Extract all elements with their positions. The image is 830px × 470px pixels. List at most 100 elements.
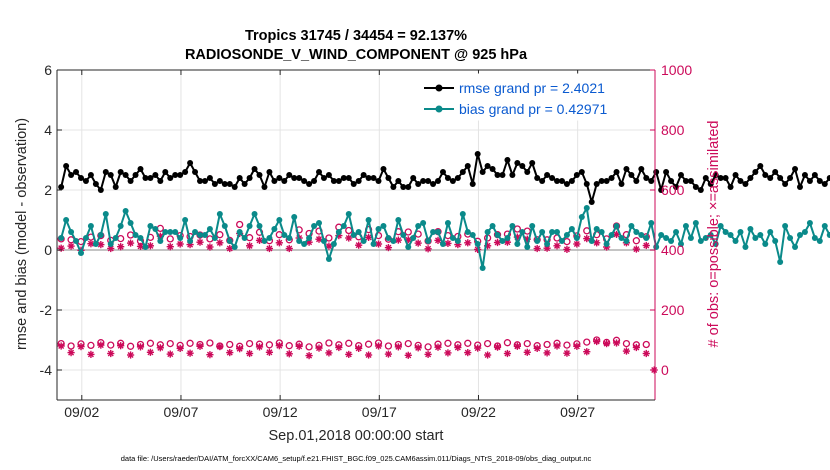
rmse-point [296,175,303,181]
assimilated-marker-stroke [355,345,362,352]
bias-point [702,235,709,241]
rmse-point [767,175,774,181]
assimilated-obs-marker [464,239,472,247]
possible-obs-marker [285,342,293,350]
x-axis-label: Sep.01,2018 00:00:00 start [269,428,444,444]
assimilated-obs-marker [414,344,422,352]
rmse-point [137,166,144,172]
assimilated-marker-stroke [216,239,223,246]
assimilated-obs-marker [622,347,631,355]
rmse-point [494,172,501,178]
assimilated-marker-stroke [613,231,620,238]
bias-point [658,232,665,238]
rmse-point [692,184,699,190]
rmse-point [117,169,124,175]
possible-obs-marker [563,341,571,349]
rmse-point [197,178,204,184]
bias-point [276,217,283,223]
x-tick-label: 09/02 [64,404,99,420]
assimilated-obs-marker [553,342,561,350]
rmse-point [187,160,194,166]
rmse-point [524,169,531,175]
assimilated-obs-marker [364,351,373,359]
rmse-point [658,187,665,193]
bias-point [529,223,536,229]
assimilated-obs-marker [196,238,204,246]
bias-point [152,226,159,232]
y-tick-label: -2 [40,302,53,318]
rmse-point [687,178,694,184]
assimilated-obs-marker [107,244,115,253]
rmse-point [281,178,288,184]
rmse-point [147,175,154,181]
rmse-point [663,169,670,175]
rmse-point [702,175,709,181]
assimilated-marker-stroke [335,344,342,351]
bias-point [692,220,699,226]
assimilated-marker-stroke [117,342,124,349]
bias-point [549,229,556,235]
assimilated-obs-marker [404,351,412,359]
rmse-point [68,172,75,178]
legend-rmse-marker [435,84,443,92]
y-tick-label: -4 [40,362,53,378]
possible-obs-marker [642,340,650,349]
bias-point [673,229,680,235]
rmse-point [226,181,233,187]
assimilated-obs-marker [315,344,323,352]
rmse-point [335,178,342,184]
rmse-point [211,181,218,187]
assimilated-marker-stroke [296,343,303,350]
assimilated-obs-marker [464,349,472,357]
bias-point [316,220,323,226]
bias-point [524,244,531,250]
rmse-point [73,169,80,175]
bias-point [97,232,104,238]
rmse-point [554,178,561,184]
legend-bias-marker [435,105,443,113]
assimilated-obs-marker [583,348,591,356]
assimilated-marker-stroke [58,342,65,350]
bias-point [420,220,427,226]
rmse-point [63,163,70,169]
rmse-point [340,175,347,181]
rmse-point [742,181,749,187]
rmse-point [633,178,640,184]
rmse-point [777,175,784,181]
bias-point [187,238,194,244]
rmse-point [430,181,437,187]
assimilated-obs-marker [107,349,115,358]
rmse-point [177,172,184,178]
rmse-point [58,184,65,190]
rmse-point [682,178,689,184]
rmse-point [474,151,481,157]
rmse-point [182,169,189,175]
assimilated-obs-marker [97,341,105,349]
rmse-point [514,160,521,166]
assimilated-marker-stroke [494,344,501,351]
assimilated-obs-marker [374,342,383,350]
rmse-point [563,181,570,187]
assimilated-marker-stroke [246,350,253,357]
rmse-point [241,181,248,187]
legend-rmse-label: rmse grand pr = 2.4021 [459,80,605,96]
assimilated-marker-stroke [395,343,402,350]
assimilated-marker-stroke [87,351,94,358]
x-tick-label: 09/07 [163,404,198,420]
assimilated-marker-stroke [494,239,501,246]
assimilated-obs-marker [414,239,422,247]
rmse-point [87,172,94,178]
bias-point [608,232,615,238]
legend-bias-label: bias grand pr = 0.42971 [459,101,607,117]
possible-obs-marker [146,339,155,347]
bias-point [539,229,546,235]
bias-point [122,208,129,214]
rmse-point [643,175,650,181]
bias-point [707,232,714,238]
rmse-point [469,181,476,187]
assimilated-marker-stroke [573,343,580,350]
bias-point [782,223,789,229]
bias-point [320,238,327,244]
rmse-point [162,169,169,175]
